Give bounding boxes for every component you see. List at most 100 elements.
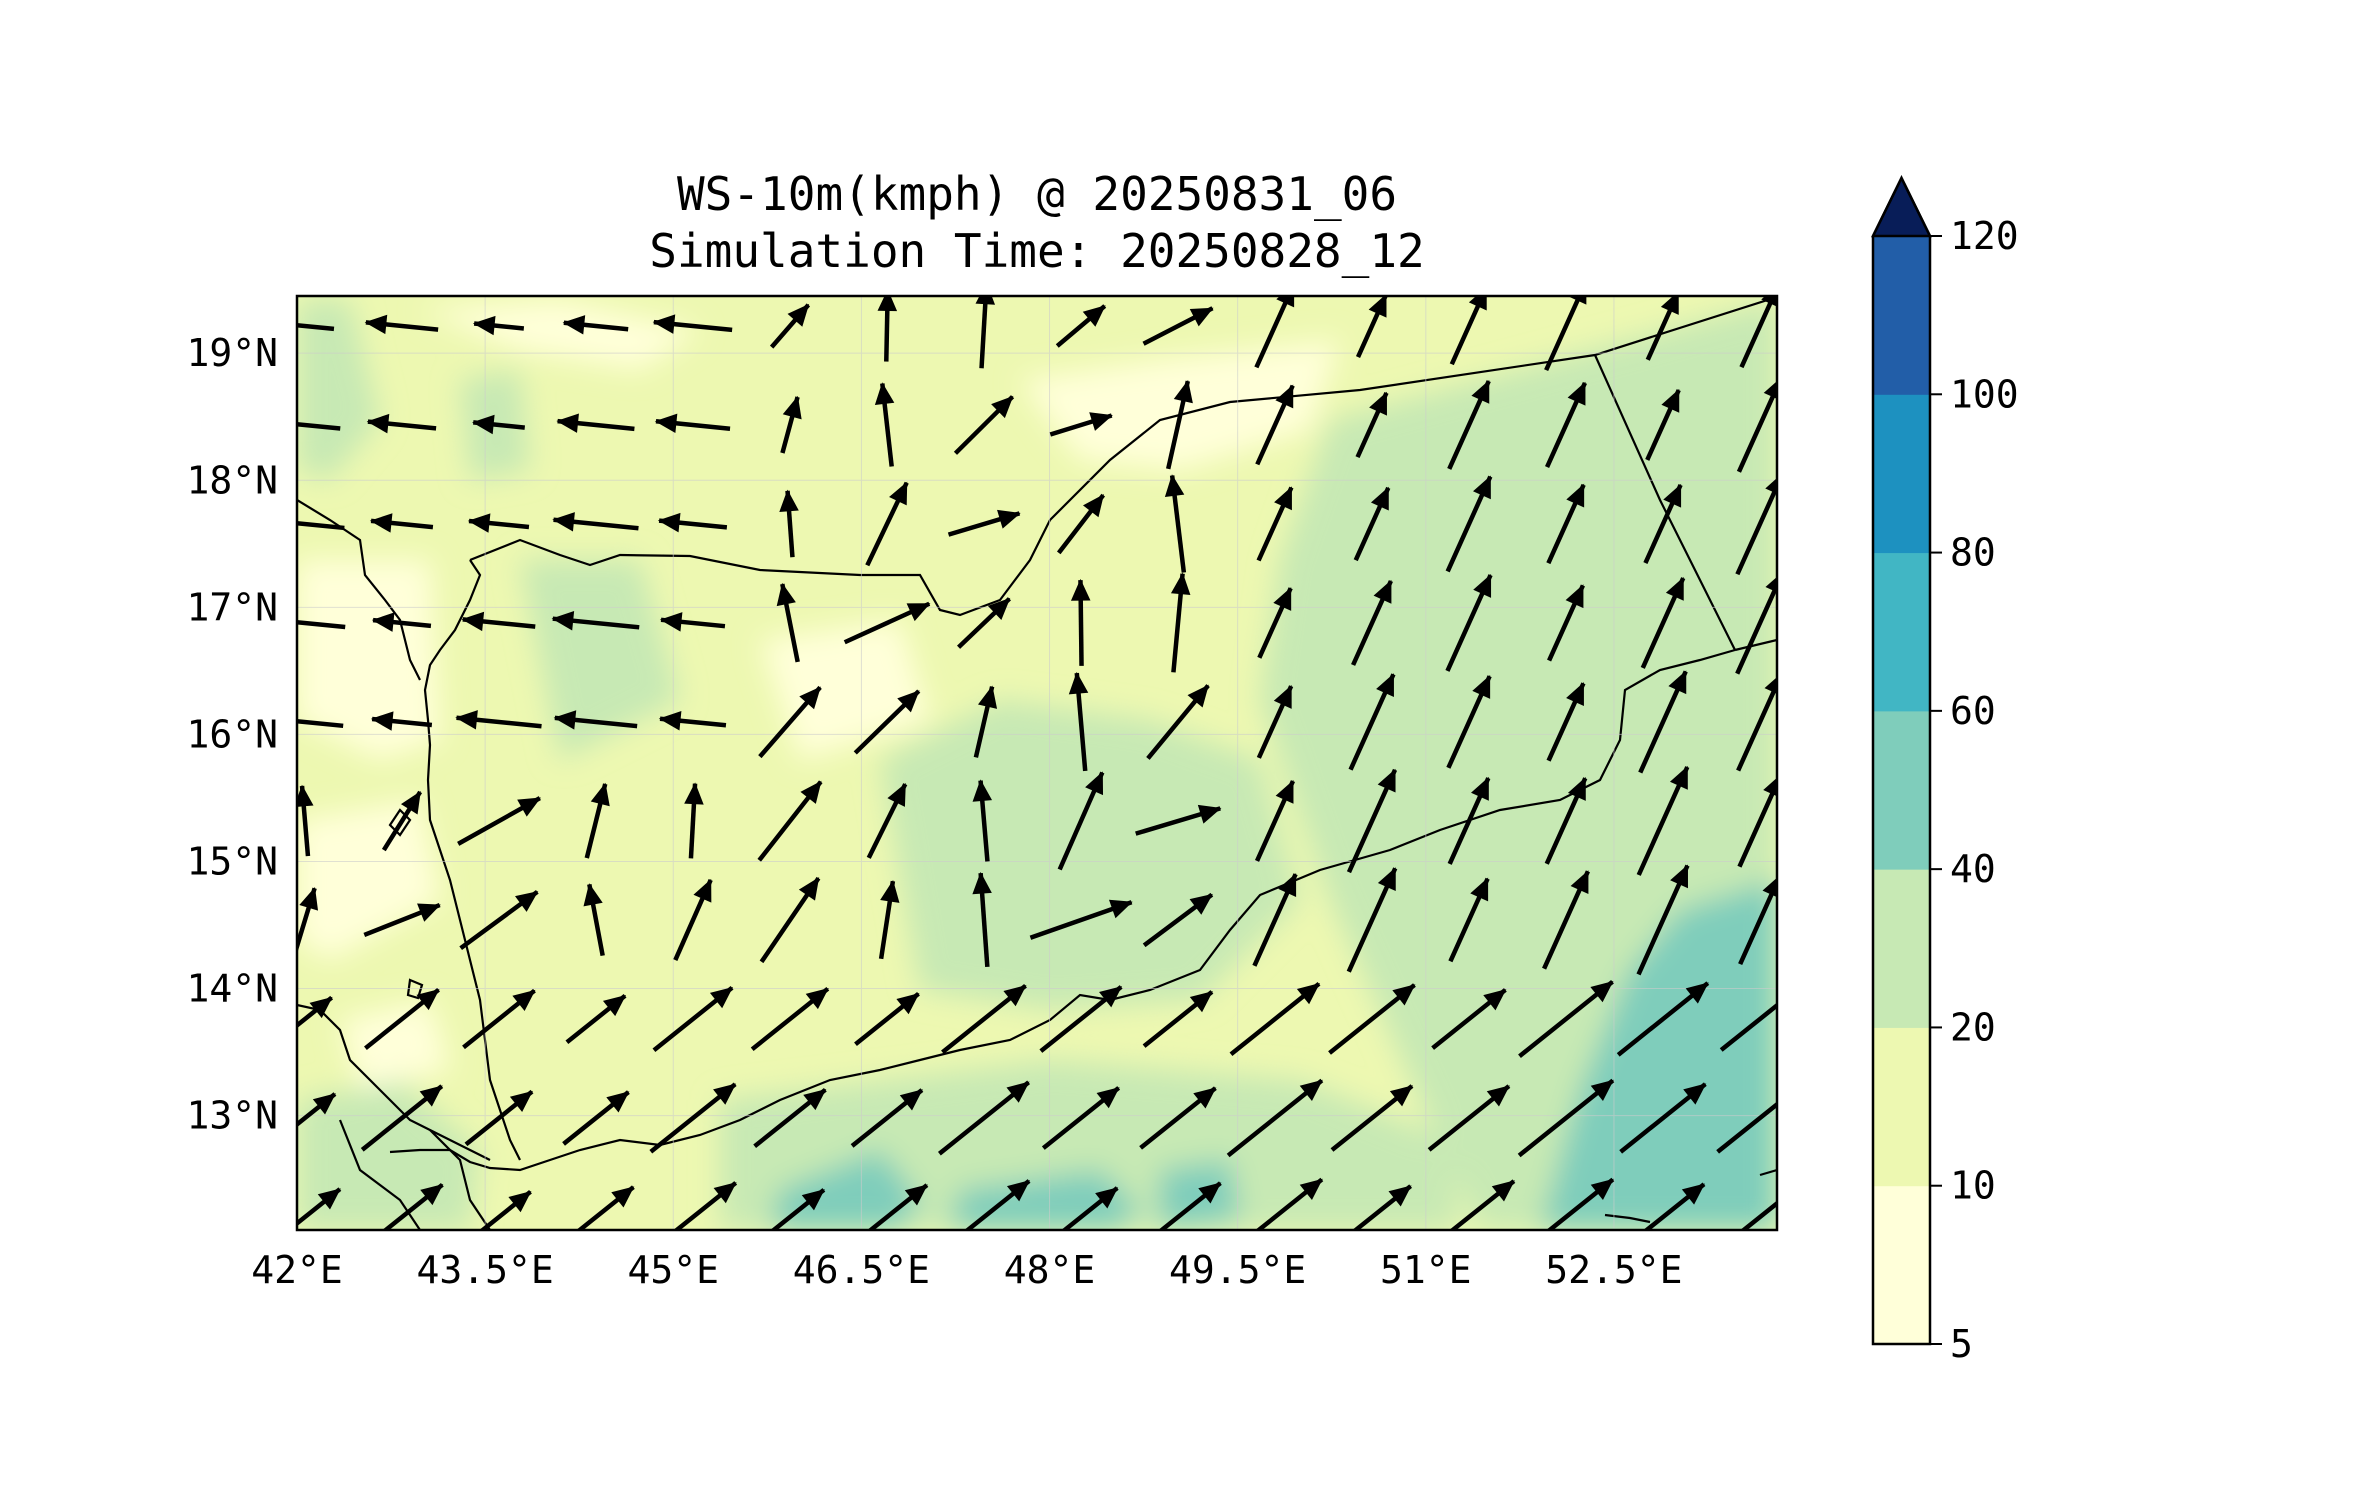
wind-arrow-head: [782, 395, 802, 420]
wind-arrow-head: [1566, 483, 1585, 508]
wind-arrow-head: [1197, 804, 1222, 824]
wind-arrow-head: [1470, 877, 1489, 902]
wind-arrow-head: [1486, 1085, 1510, 1107]
wind-arrow-head: [1670, 864, 1688, 889]
wind-arrow-head: [1006, 1081, 1030, 1103]
wind-arrow-head: [1278, 873, 1297, 897]
wind-arrow-head: [512, 989, 536, 1012]
colorbar-segment: [1873, 869, 1930, 1028]
wind-arrow-head: [1392, 984, 1416, 1006]
colorbar-tick-label: 120: [1950, 214, 2019, 258]
wind-arrow-head: [1296, 983, 1320, 1005]
wind-arrow-head: [552, 512, 575, 532]
wind-arrow-shaft: [297, 718, 344, 729]
wind-arrow-head: [1099, 986, 1123, 1008]
wind-arrow-head: [1663, 483, 1682, 508]
wind-arrow-shaft: [297, 421, 341, 431]
wind-arrow-head: [877, 296, 898, 312]
wind-arrow-head: [1661, 388, 1680, 413]
lon-tick-label: 43.5°E: [416, 1248, 553, 1292]
wind-arrow-head: [419, 1085, 443, 1107]
wind-arrow-head: [713, 1182, 737, 1204]
wind-arrow-head: [1763, 777, 1777, 797]
wind-arrow-head: [455, 710, 478, 730]
wind-arrow-head: [1170, 572, 1191, 596]
wind-arrow-head: [1590, 1079, 1614, 1101]
wind-arrow-head: [1786, 1180, 1807, 1200]
wind-arrow-head: [1006, 1180, 1031, 1202]
wind-vector-field: [266, 296, 1807, 1230]
wind-arrow-head: [590, 782, 610, 807]
lat-tick-label: 19°N: [186, 331, 278, 375]
wind-arrow-head: [1370, 486, 1389, 511]
wind-arrow-head: [987, 597, 1011, 620]
wind-arrow-head: [417, 903, 441, 922]
wind-arrow-head: [799, 686, 821, 710]
lat-tick-label: 15°N: [186, 839, 278, 883]
wind-arrow-head: [652, 314, 676, 334]
wind-arrow-head: [1473, 573, 1492, 598]
wind-arrow-head: [1669, 765, 1688, 790]
wind-arrow-head: [1762, 877, 1777, 898]
wind-arrow-head: [1189, 893, 1213, 915]
wind-arrow-head: [897, 690, 920, 713]
wind-arrow-head: [1685, 982, 1709, 1004]
wind-arrow-head: [899, 1089, 923, 1111]
map-gridlines: [297, 296, 1777, 1230]
wind-arrow-head: [1082, 305, 1106, 327]
wind-arrow-head: [657, 512, 681, 533]
wind-arrow-head: [805, 987, 829, 1010]
colorbar-segment: [1873, 236, 1930, 395]
wind-arrow-head: [266, 513, 287, 531]
wind-arrow-head: [713, 1083, 737, 1105]
lon-tick-label: 51°E: [1380, 1248, 1472, 1292]
wind-arrow-head: [420, 1183, 444, 1206]
wind-arrow-head: [1570, 870, 1589, 895]
wind-arrow-head: [1765, 576, 1777, 593]
wind-arrow-head: [1491, 1180, 1515, 1202]
wind-arrow-shaft: [297, 322, 335, 332]
title-line-1: WS-10m(kmph) @ 20250831_06: [677, 167, 1397, 221]
wind-arrow-head: [801, 1189, 825, 1211]
wind-arrow-head: [299, 887, 319, 911]
wind-arrow-head: [1096, 1087, 1120, 1109]
wind-arrow-head: [906, 603, 931, 622]
wind-arrow-head: [776, 582, 796, 607]
wind-arrow-head: [400, 790, 421, 815]
wind-arrow-head: [1275, 384, 1294, 409]
colorbar-tick-label: 5: [1950, 1322, 1973, 1366]
wind-arrow-head: [800, 780, 822, 804]
wind-arrow-head: [1273, 587, 1292, 611]
wind-arrow-head: [551, 610, 575, 631]
wind-arrow-head: [1164, 474, 1185, 497]
wind-arrow-head: [991, 395, 1014, 419]
wind-arrow-head: [1377, 768, 1396, 793]
wind-arrow-head: [1376, 673, 1394, 698]
lon-tick-label: 45°E: [628, 1248, 720, 1292]
wind-arrow-head: [515, 891, 539, 912]
wind-arrow-head: [1299, 1178, 1323, 1200]
wind-arrow-head: [371, 612, 395, 632]
wind-arrow-head: [1567, 777, 1586, 801]
lon-tick-label: 49.5°E: [1169, 1248, 1306, 1292]
wind-arrow-head: [1566, 682, 1584, 706]
wind-arrow-head: [270, 415, 291, 433]
wind-arrow-head: [1274, 486, 1292, 511]
wind-arrow-head: [1369, 391, 1387, 416]
map-panel: [266, 296, 1807, 1230]
wind-arrow-head: [997, 509, 1021, 529]
lat-tick-label: 13°N: [186, 1094, 278, 1138]
wind-arrow-head: [1483, 989, 1507, 1011]
wind-arrow-head: [1373, 579, 1392, 604]
wind-arrow-shaft: [1716, 1101, 1777, 1154]
wind-arrow-head: [1472, 675, 1491, 699]
lat-tick-label: 17°N: [186, 585, 278, 629]
wind-arrow-head: [1189, 307, 1214, 327]
wind-arrow-head: [880, 879, 900, 903]
wind-arrow-head: [1193, 1087, 1217, 1109]
latitude-ticks: 19°N 18°N 17°N 16°N 15°N 14°N 13°N: [186, 331, 278, 1137]
wind-arrow-head: [562, 315, 586, 335]
colorbar-tick-label: 40: [1950, 847, 1996, 891]
wind-arrow-head: [972, 871, 992, 895]
